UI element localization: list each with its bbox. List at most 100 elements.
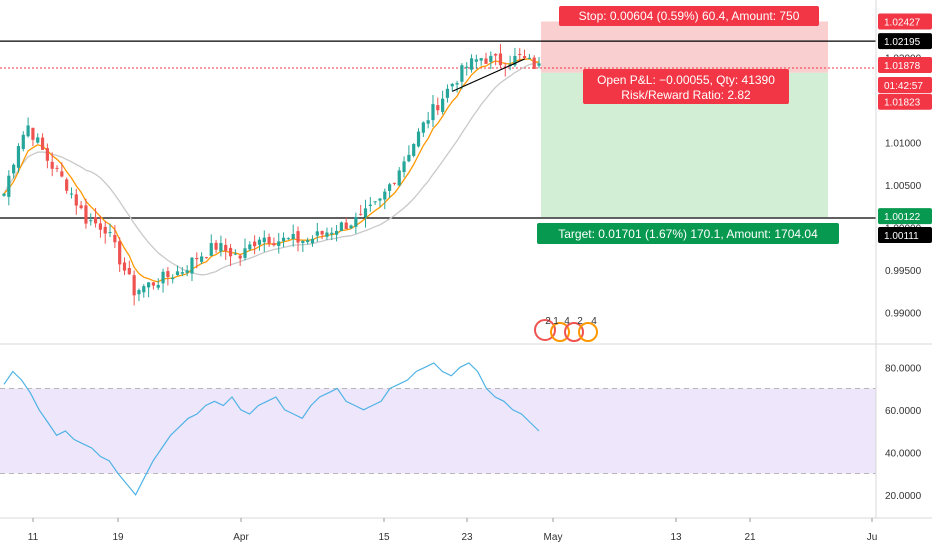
event-flag-icon[interactable] [550,322,570,342]
candle-body[interactable] [272,243,276,246]
candle-body[interactable] [69,193,74,195]
candle-body[interactable] [339,222,343,232]
candle-body[interactable] [108,232,112,234]
candle-body[interactable] [334,231,339,235]
candle-body[interactable] [113,234,117,243]
price-axis-pill[interactable] [878,227,932,244]
candle-body[interactable] [397,170,401,186]
candle-body[interactable] [190,257,194,274]
candle-body[interactable] [373,201,377,203]
candle-body[interactable] [455,83,459,85]
event-flag-icon[interactable] [578,322,598,342]
candle-body[interactable] [291,233,295,239]
candle-body[interactable] [40,137,45,150]
candle-body[interactable] [98,223,102,230]
candle-body[interactable] [277,241,281,246]
price-axis-pill[interactable] [878,13,932,30]
candle-body[interactable] [489,55,493,62]
candle-body[interactable] [209,243,213,256]
candle-body[interactable] [465,66,469,68]
candle-body[interactable] [378,198,382,201]
candle-body[interactable] [16,146,21,168]
candle-body[interactable] [310,238,315,244]
candle-body[interactable] [349,225,353,229]
price-axis-pill[interactable] [878,208,932,225]
candle-body[interactable] [344,222,348,230]
time-axis[interactable]: 11 19 Apr 15 23 May 13 21 Ju [28,518,877,543]
candle-body[interactable] [31,127,35,140]
candle-body[interactable] [262,237,266,243]
candle-body[interactable] [281,237,286,242]
event-icons[interactable]: 2 1 4 2 4 [534,316,598,342]
candle-body[interactable] [359,213,363,215]
horizontal-lines[interactable] [0,40,876,219]
rsi-axis[interactable]: 20.0000 40.0000 60.0000 80.0000 [885,363,922,502]
candle-body[interactable] [151,282,156,286]
candle-body[interactable] [426,120,430,124]
event-flag-icon[interactable] [564,322,584,342]
candle-body[interactable] [257,239,262,245]
candle-body[interactable] [416,131,421,147]
candle-body[interactable] [60,171,64,177]
candle-body[interactable] [368,204,372,206]
candle-body[interactable] [330,232,334,235]
candle-body[interactable] [12,164,16,174]
candle-body[interactable] [354,217,358,227]
trend-line[interactable] [452,58,525,92]
candle-body[interactable] [122,262,127,271]
candle-body[interactable] [436,105,440,111]
candle-body[interactable] [248,244,252,250]
candle-body[interactable] [84,205,88,224]
candle-body[interactable] [412,144,416,156]
candle-body[interactable] [50,161,54,169]
candle-body[interactable] [238,255,242,259]
candle-body[interactable] [363,208,368,218]
candle-body[interactable] [320,231,324,235]
candle-body[interactable] [286,238,290,240]
candle-body[interactable] [93,217,98,224]
candle-body[interactable] [26,125,30,137]
candle-body[interactable] [36,137,40,143]
candle-body[interactable] [161,271,165,284]
candle-body[interactable] [103,226,107,234]
candle-body[interactable] [450,83,454,87]
candle-body[interactable] [498,53,503,66]
candle-body[interactable] [267,236,271,244]
trend-line[interactable] [452,58,525,92]
candle-body[interactable] [402,161,406,173]
candle-body[interactable] [233,253,237,255]
candle-body[interactable] [301,241,305,243]
candle-body[interactable] [421,122,425,133]
candle-body[interactable] [156,284,160,288]
candle-body[interactable] [527,57,531,59]
candle-body[interactable] [219,243,223,252]
candle-body[interactable] [195,257,199,260]
candle-body[interactable] [460,65,464,82]
candle-body[interactable] [441,98,445,112]
candle-body[interactable] [180,272,184,274]
candle-body[interactable] [243,248,247,258]
candle-body[interactable] [522,56,527,59]
candle-body[interactable] [228,247,233,257]
candle-body[interactable] [132,275,136,296]
candle-body[interactable] [118,241,122,265]
candle-body[interactable] [306,240,310,243]
price-axis-pill[interactable] [878,93,932,110]
candle-body[interactable] [407,154,411,162]
candle-body[interactable] [431,104,435,121]
candle-body[interactable] [518,53,522,56]
candle-body[interactable] [513,55,517,66]
stop-label[interactable]: Stop: 0.00604 (0.59%) 60.4, Amount: 750 [559,6,819,26]
candle-body[interactable] [445,88,450,98]
candle-body[interactable] [137,290,141,295]
candle-body[interactable] [383,191,387,200]
candle-body[interactable] [214,242,218,250]
target-label[interactable]: Target: 0.01701 (1.67%) 170.1, Amount: 1… [537,223,839,244]
candle-body[interactable] [45,148,49,161]
candle-body[interactable] [532,57,536,70]
candle-body[interactable] [89,220,93,222]
candle-body[interactable] [469,58,474,70]
candle-body[interactable] [2,193,6,196]
candle-body[interactable] [479,58,483,61]
candle-body[interactable] [185,270,189,273]
